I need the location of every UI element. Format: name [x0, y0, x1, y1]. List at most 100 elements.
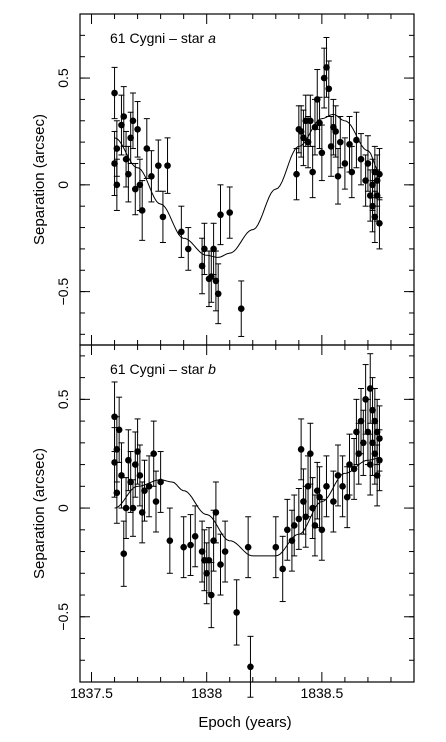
data-point [187, 541, 194, 549]
data-point [217, 211, 224, 219]
x-tick-label: 1837.5 [70, 685, 113, 701]
data-point [138, 207, 146, 214]
data-point [214, 290, 222, 298]
data-point [212, 509, 220, 516]
data-point [113, 145, 121, 152]
data-point [300, 498, 307, 505]
fit-curve [114, 113, 380, 258]
data-point [309, 168, 316, 176]
data-point [141, 487, 148, 494]
data-point [364, 160, 372, 167]
data-point [357, 155, 365, 163]
data-point [293, 170, 300, 178]
x-tick-label: 1838 [191, 685, 222, 701]
data-point [113, 181, 121, 189]
data-point [148, 172, 155, 180]
data-point [371, 213, 379, 221]
panel-star-a: −0.5 0 0.5 Separation (arcsec) 61 Cygni – st… [31, 13, 415, 346]
data-point [127, 134, 134, 142]
data-point [288, 537, 296, 544]
data-point [366, 461, 374, 468]
data-point [304, 138, 312, 146]
data-point [122, 504, 130, 512]
y-tick-label: 0.5 [55, 68, 71, 88]
data-point [150, 450, 158, 458]
y-axis-title: Separation (arcsec) [31, 114, 48, 245]
data-point [111, 89, 118, 97]
data-point [203, 569, 210, 577]
data-point [210, 537, 217, 544]
data-point [297, 128, 305, 135]
data-point [325, 85, 333, 93]
data-point [198, 262, 206, 270]
data-point [120, 113, 128, 120]
data-point [373, 472, 381, 479]
data-point [295, 515, 303, 523]
data-point [376, 456, 383, 464]
data-point [136, 181, 144, 189]
data-point [134, 448, 141, 455]
data-point [111, 160, 118, 167]
x-axis: 1837.5 1838 1838.5 [70, 685, 343, 701]
data-point [343, 493, 351, 501]
data-point [369, 202, 376, 210]
data-point [362, 177, 369, 184]
data-point [166, 537, 174, 544]
data-point [373, 428, 381, 436]
data-point [353, 136, 360, 144]
data-point [118, 121, 125, 129]
data-point [136, 472, 144, 479]
data-point [120, 550, 128, 558]
data-point [290, 522, 298, 529]
data-point [247, 663, 254, 671]
data-point [316, 493, 323, 501]
data-point [307, 450, 314, 458]
data-point [226, 209, 234, 216]
data-point [217, 561, 224, 568]
data-point [159, 213, 167, 221]
data-point [164, 162, 171, 169]
data-point [313, 487, 321, 494]
data-point [115, 426, 123, 434]
data-point [205, 556, 213, 564]
data-point [366, 385, 374, 392]
data-point [125, 456, 132, 464]
x-axis-title: Epoch (years) [198, 714, 291, 731]
data-point [318, 526, 326, 534]
x-tick-label: 1838.5 [300, 685, 343, 701]
y-tick-label: 0 [55, 181, 71, 189]
panel-label-text: 61 Cygni – star [110, 361, 208, 377]
data-point [129, 117, 137, 125]
data-point [131, 185, 139, 193]
panel-label-star: b [208, 361, 216, 377]
y-tick-label: 0.5 [55, 389, 71, 409]
panel-label-star: a [208, 30, 216, 46]
data-point [138, 509, 146, 516]
data-point [134, 126, 141, 133]
data-point [334, 472, 342, 479]
data-point [376, 219, 383, 227]
data-point [323, 483, 330, 490]
data-point [125, 170, 132, 178]
data-point [364, 428, 372, 436]
data-point [201, 556, 208, 564]
data-point [284, 526, 291, 534]
data-point [180, 543, 187, 551]
y-tick-label: −0.5 [55, 278, 71, 306]
data-point [350, 465, 358, 473]
data-point [346, 461, 353, 468]
panel-label-text: 61 Cygni – star [110, 30, 208, 46]
data-point [157, 478, 164, 486]
data-point [221, 548, 229, 555]
data-point [307, 117, 314, 125]
plot-frame [79, 344, 415, 683]
data-point [371, 450, 379, 458]
data-point [323, 64, 330, 71]
data-point [118, 472, 125, 479]
data-point [113, 489, 121, 497]
data-point [191, 533, 199, 540]
y-tick-label: −0.5 [55, 603, 71, 631]
data-point [122, 155, 130, 163]
data-point [155, 162, 162, 169]
